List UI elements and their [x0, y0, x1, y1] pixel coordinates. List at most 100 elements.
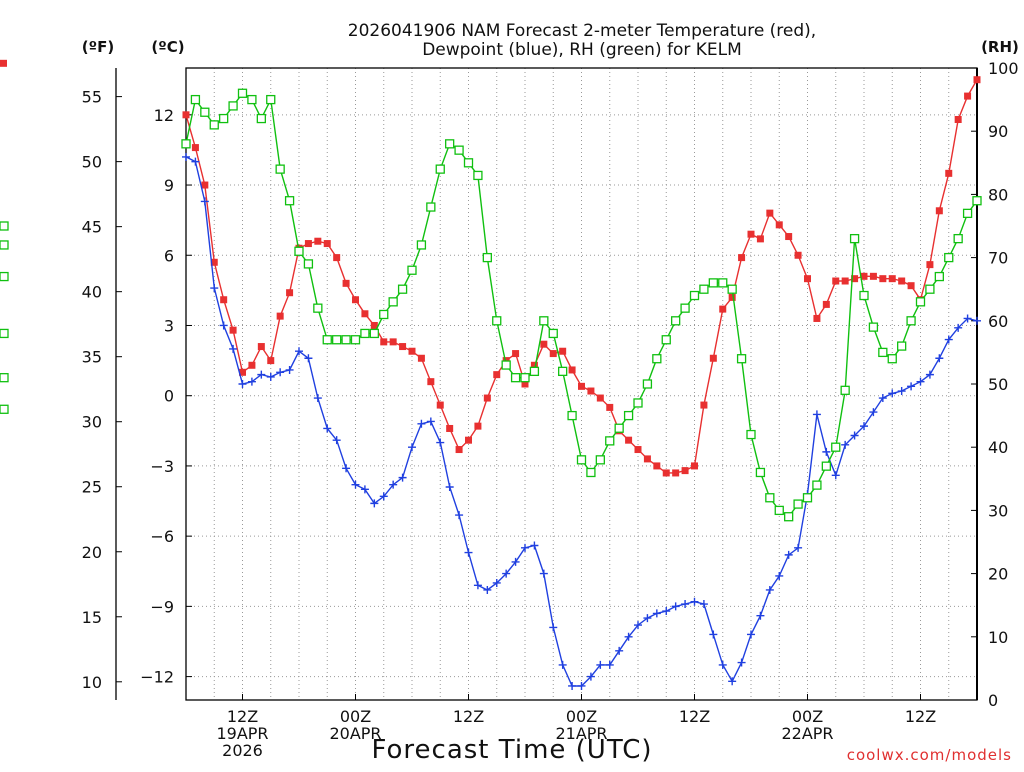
dewpoint-point: [860, 422, 868, 431]
x-tick-label: 19APR: [216, 724, 268, 743]
temperature-point: [606, 403, 614, 411]
dewpoint-point: [408, 443, 416, 452]
temperature-point: [304, 240, 312, 248]
dewpoint-point: [370, 499, 379, 508]
rh-point: [755, 467, 766, 478]
dewpoint-point: [219, 321, 228, 330]
temperature-point: [596, 394, 604, 402]
chart-title-line-1: 2026041906 NAM Forecast 2-meter Temperat…: [348, 21, 816, 41]
dewpoint-point: [200, 197, 209, 206]
f-tick-label: 20: [82, 543, 102, 562]
temperature-point: [926, 261, 934, 269]
dewpoint-point: [398, 473, 407, 482]
temperature-point: [766, 209, 774, 217]
dewpoint-point: [332, 436, 341, 445]
dewpoint-point: [455, 511, 464, 520]
dewpoint-point: [869, 408, 878, 417]
temperature-point: [794, 251, 802, 259]
dewpoint-point: [257, 370, 266, 379]
temperature-point: [785, 233, 793, 241]
dewpoint-point: [436, 438, 445, 447]
rh-point: [906, 316, 916, 326]
rh-point: [944, 252, 954, 263]
dewpoint-point: [238, 380, 247, 388]
rh-point: [812, 480, 822, 490]
temperature-point: [201, 181, 209, 189]
dewpoint-point: [634, 621, 642, 630]
series-0: [0, 59, 981, 477]
rh-point: [501, 360, 511, 370]
rh-point: [821, 461, 831, 471]
x-tick-label: 00Z: [792, 707, 823, 726]
rh-point: [341, 335, 351, 345]
dewpoint-point: [652, 609, 661, 618]
temperature-point: [662, 469, 670, 477]
temperature-point: [728, 293, 736, 301]
rh-tick-label: 30: [988, 501, 1008, 520]
dewpoint-point: [897, 387, 906, 396]
dewpoint-point: [502, 569, 511, 578]
rh-point: [350, 335, 361, 345]
dewpoint-point: [389, 480, 398, 489]
rh-point: [962, 208, 973, 219]
temperature-point: [625, 436, 633, 444]
temperature-point: [804, 275, 811, 283]
c-tick-label: −12: [140, 668, 174, 687]
temperature-point: [964, 92, 972, 100]
temperature-point: [672, 469, 680, 477]
rh-point: [623, 410, 634, 421]
dewpoint-point: [445, 482, 454, 491]
dewpoint-point: [229, 344, 238, 353]
temperature-point: [182, 111, 190, 119]
temperature-point: [822, 300, 830, 308]
rh-point: [576, 455, 587, 465]
temperature-point: [436, 401, 444, 409]
c-tick-label: −6: [150, 527, 174, 546]
dewpoint-point: [492, 578, 501, 587]
temperature-point: [530, 361, 538, 369]
rh-point: [313, 303, 323, 313]
temperature-point: [747, 230, 755, 238]
temperature-point: [869, 272, 877, 280]
rh-point: [586, 467, 596, 478]
rh-point: [492, 316, 502, 326]
temperature-point: [841, 277, 849, 285]
temperature-point: [417, 354, 425, 362]
dewpoint-point: [935, 354, 944, 363]
rh-point: [0, 271, 9, 282]
x-tick-label: 22APR: [781, 724, 833, 743]
dewpoint-point: [313, 394, 322, 403]
dewpoint-point: [662, 607, 671, 616]
rh-point: [605, 436, 615, 446]
temperature-point: [342, 279, 350, 287]
dewpoint-point: [182, 152, 190, 161]
temperature-point: [257, 343, 265, 351]
temperature-point: [220, 296, 228, 304]
dewpoint-point: [681, 600, 690, 609]
c-tick-label: −9: [150, 597, 174, 616]
dewpoint-point: [916, 377, 925, 386]
series-2: [0, 88, 982, 522]
rh-point: [0, 328, 9, 339]
rh-point: [925, 284, 935, 294]
temperature-point: [361, 310, 369, 318]
dewpoint-point: [521, 543, 529, 552]
rh-tick-label: 40: [988, 438, 1008, 457]
chart-title-line-2: Dewpoint (blue), RH (green) for KELM: [422, 40, 742, 60]
temperature-point: [691, 462, 698, 470]
dewpoint-point: [586, 672, 595, 681]
f-tick-label: 15: [82, 608, 102, 627]
rh-point: [802, 493, 813, 503]
rh-point: [868, 322, 879, 332]
c-tick-label: 9: [164, 176, 174, 195]
dewpoint-point: [483, 585, 492, 594]
temperature-point: [954, 115, 962, 123]
dewpoint-point: [841, 440, 850, 449]
rh-point: [746, 429, 756, 440]
f-tick-label: 10: [82, 673, 102, 692]
rh-point: [661, 335, 671, 345]
dewpoint-point: [568, 681, 577, 690]
rh-point: [689, 290, 700, 301]
f-tick-label: 35: [82, 348, 102, 367]
rh-point: [897, 341, 907, 351]
